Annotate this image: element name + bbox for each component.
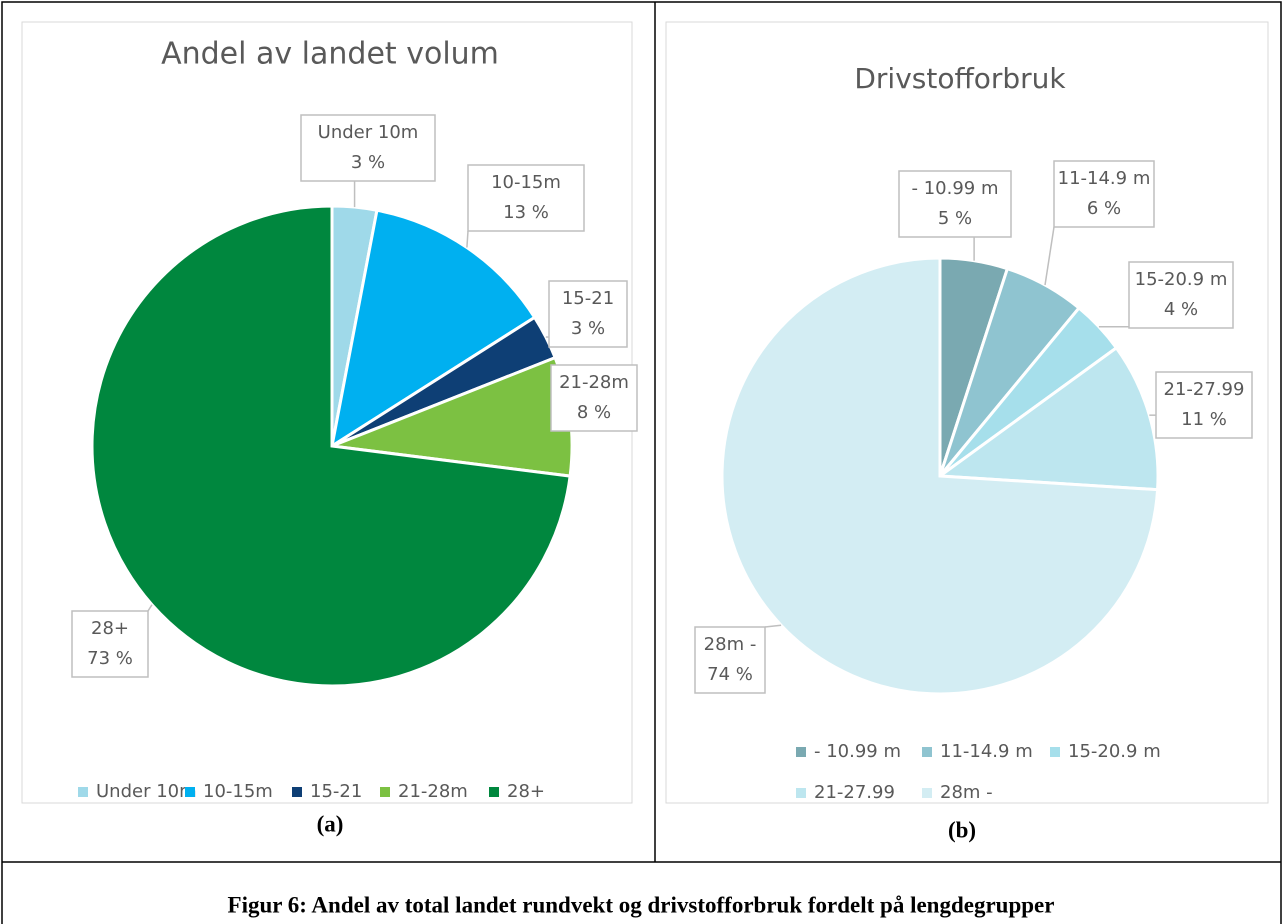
legend-swatch [796, 747, 806, 757]
leader-line [466, 230, 469, 248]
legend-swatch [292, 787, 302, 797]
label-box [694, 626, 766, 694]
data-label-name: 11-14.9 m [1058, 168, 1151, 189]
data-label: 74 % [707, 664, 753, 685]
legend-label: 15-20.9 m [1068, 741, 1161, 762]
data-label-name: 10-15m [491, 172, 561, 193]
leader-line [1044, 226, 1055, 286]
pie-slice [90, 204, 572, 688]
label-box [71, 610, 149, 678]
data-label-name: 15-20.9 m [1135, 269, 1228, 290]
legend-label: 21-27.99 [814, 782, 895, 803]
data-label-name: Under 10m [318, 122, 419, 143]
legend-label: 15-21 [310, 781, 362, 802]
chart-title: Drivstofforbruk [854, 62, 1066, 95]
data-label: 5 % [938, 208, 972, 229]
legend-label: 11-14.9 m [940, 741, 1033, 762]
legend-label: 28+ [507, 781, 545, 802]
label-box [550, 364, 638, 432]
leader-line [147, 604, 153, 612]
data-label: 11 % [1181, 409, 1227, 430]
data-label-name: - 10.99 m [911, 178, 998, 199]
data-label-name: 21-27.99 [1164, 379, 1245, 400]
pie-slice [720, 256, 1160, 696]
label-box [467, 164, 585, 232]
legend-swatch [78, 787, 88, 797]
data-label: 13 % [503, 202, 549, 223]
label-box [1053, 160, 1155, 228]
figure-caption: Figur 6: Andel av total landet rundvekt … [228, 892, 1055, 917]
legend-swatch [922, 747, 932, 757]
data-label: 4 % [1164, 299, 1198, 320]
panel-label: (b) [948, 817, 976, 842]
data-label-name: 21-28m [559, 372, 629, 393]
label-box [898, 170, 1012, 238]
data-label: 3 % [571, 318, 605, 339]
legend-swatch [185, 787, 195, 797]
data-label: 73 % [87, 648, 133, 669]
label-box [548, 280, 628, 348]
data-label-name: 15-21 [562, 288, 614, 309]
legend-label: - 10.99 m [814, 741, 901, 762]
data-label: 8 % [577, 402, 611, 423]
legend-swatch [1050, 747, 1060, 757]
legend-swatch [796, 788, 806, 798]
panel-label: (a) [317, 811, 344, 836]
pie-slice [329, 208, 537, 450]
legend-swatch [380, 787, 390, 797]
data-label-name: 28m - [704, 634, 757, 655]
legend-label: Under 10m [96, 781, 197, 802]
label-box [300, 114, 436, 182]
data-label: 3 % [351, 152, 385, 173]
legend-swatch [489, 787, 499, 797]
label-box [1155, 371, 1253, 439]
legend-label: 28m - [940, 782, 993, 803]
legend-swatch [922, 788, 932, 798]
leader-line [764, 624, 782, 628]
chart-title: Andel av landet volum [161, 37, 499, 72]
pie-slice [935, 345, 1160, 492]
chart-frame [665, 21, 1269, 804]
legend-label: 10-15m [203, 781, 273, 802]
data-label: 6 % [1087, 198, 1121, 219]
label-box [1128, 261, 1234, 329]
data-label-name: 28+ [91, 618, 129, 639]
legend-label: 21-28m [398, 781, 468, 802]
